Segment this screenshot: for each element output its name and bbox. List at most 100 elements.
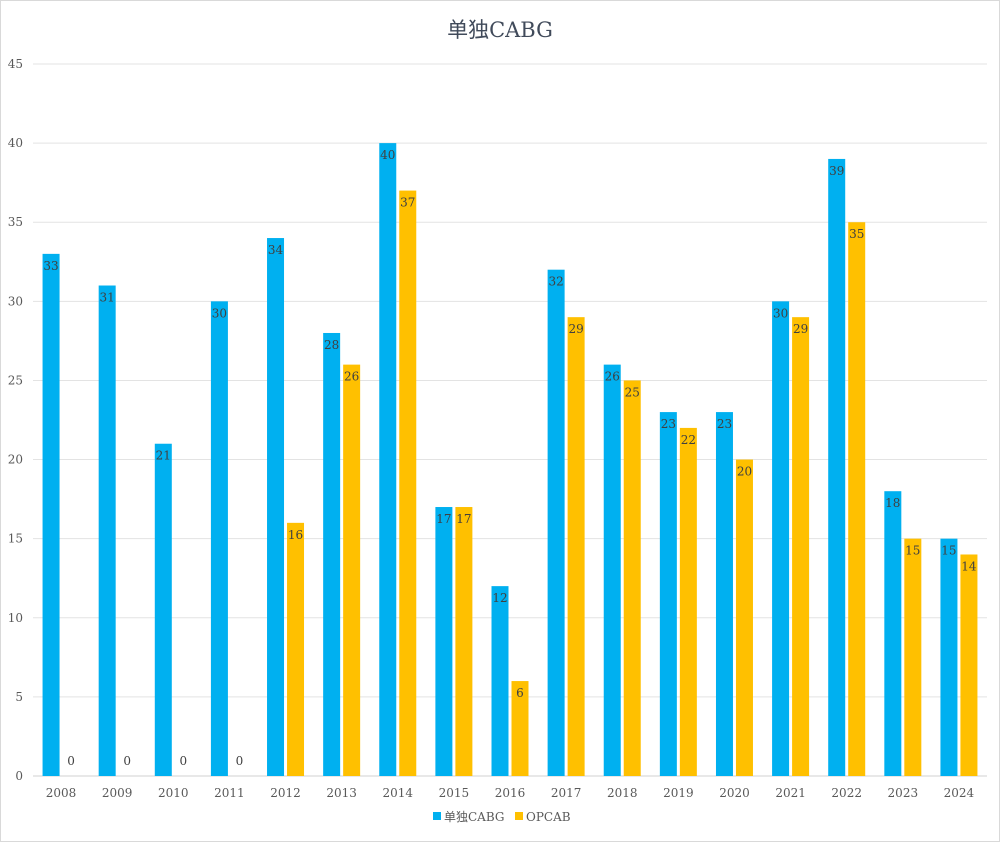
x-tick-label: 2024 [944,786,975,800]
bar-opcab-2023 [904,538,922,776]
bar-cabg-2017 [547,269,565,776]
bar-opcab-2017 [567,317,585,776]
legend: 单独CABG OPCAB [433,810,571,824]
gridlines [33,63,987,777]
y-tick-label: 20 [8,453,23,467]
x-tick-label: 2015 [439,786,470,800]
bars [42,143,978,777]
bar-opcab-2016 [511,681,529,776]
x-tick-label: 2014 [382,786,413,800]
data-label: 0 [236,754,244,768]
data-label: 17 [436,512,451,526]
data-label: 26 [605,370,620,384]
bar-opcab-2020 [735,459,753,776]
y-tick-label: 10 [8,611,23,625]
data-label: 0 [123,754,131,768]
data-label: 32 [548,275,563,289]
x-tick-label: 2023 [888,786,919,800]
y-tick-label: 30 [8,294,23,308]
x-tick-label: 2009 [102,786,133,800]
x-tick-label: 2011 [214,786,245,800]
bar-opcab-2019 [679,427,697,776]
legend-swatch-opcab [515,812,523,820]
data-label: 14 [961,559,977,573]
y-axis: 0 5 10 15 20 25 30 35 40 45 [8,57,23,783]
x-tick-label: 2018 [607,786,638,800]
data-label: 35 [849,227,864,241]
x-tick-label: 2012 [270,786,301,800]
x-tick-label: 2016 [495,786,526,800]
data-label: 31 [100,291,115,305]
x-tick-label: 2020 [719,786,750,800]
legend-label-cabg: 单独CABG [444,810,504,824]
y-tick-label: 5 [15,690,23,704]
bar-opcab-2015 [455,507,473,776]
data-label: 29 [793,322,808,336]
data-label: 23 [661,417,676,431]
bar-cabg-2008 [42,253,60,776]
x-tick-label: 2019 [663,786,694,800]
data-label: 0 [67,754,75,768]
data-label: 33 [43,259,58,273]
bar-cabg-2014 [379,143,397,777]
data-label: 6 [516,686,524,700]
bar-opcab-2014 [399,190,417,777]
data-label: 30 [773,306,788,320]
bar-cabg-2010 [154,443,172,776]
data-label: 12 [492,591,507,605]
chart-title: 单独CABG [447,18,553,42]
data-labels: 33 0 31 0 21 0 30 0 34 16 28 26 40 37 17 17 12 6 32 29 26 25 2… [43,148,977,768]
y-tick-label: 0 [15,769,23,783]
bar-cabg-2023 [884,491,902,776]
y-tick-label: 40 [8,136,23,150]
data-label: 30 [212,306,227,320]
bar-cabg-2012 [267,238,285,777]
bar-opcab-2018 [623,380,641,776]
data-label: 15 [905,544,920,558]
bar-cabg-2019 [659,412,677,776]
bar-cabg-2009 [98,285,116,776]
legend-label-opcab: OPCAB [526,810,571,824]
x-tick-label: 2008 [46,786,77,800]
data-label: 37 [400,196,415,210]
x-tick-label: 2017 [551,786,582,800]
bar-cabg-2016 [491,586,509,776]
data-label: 39 [829,164,844,178]
data-label: 15 [941,544,956,558]
y-tick-label: 45 [8,57,23,71]
bar-cabg-2015 [435,507,453,776]
x-tick-label: 2022 [831,786,862,800]
bar-cabg-2024 [940,538,958,776]
bar-opcab-2024 [960,554,978,776]
data-label: 18 [885,496,900,510]
bar-opcab-2012 [287,522,305,776]
data-label: 34 [268,243,284,257]
data-label: 23 [717,417,732,431]
bar-cabg-2020 [715,412,733,776]
bar-opcab-2021 [792,317,810,776]
x-tick-label: 2021 [775,786,806,800]
y-tick-label: 15 [8,532,23,546]
data-label: 28 [324,338,339,352]
bar-opcab-2022 [848,222,866,776]
x-tick-label: 2013 [326,786,357,800]
x-tick-label: 2010 [158,786,189,800]
x-axis: 2008 2009 2010 2011 2012 2013 2014 2015 2016 2017… [46,786,975,800]
bar-opcab-2013 [343,364,361,776]
data-label: 26 [344,370,359,384]
data-label: 25 [625,385,640,399]
data-label: 21 [156,449,171,463]
bar-cabg-2022 [828,158,846,776]
bar-cabg-2021 [772,301,790,776]
data-label: 17 [456,512,471,526]
bar-cabg-2018 [603,364,621,776]
data-label: 40 [380,148,395,162]
bar-cabg-2013 [323,332,341,776]
data-label: 0 [179,754,187,768]
data-label: 20 [737,465,752,479]
y-tick-label: 25 [8,373,23,387]
y-tick-label: 35 [8,215,23,229]
legend-swatch-cabg [433,812,441,820]
